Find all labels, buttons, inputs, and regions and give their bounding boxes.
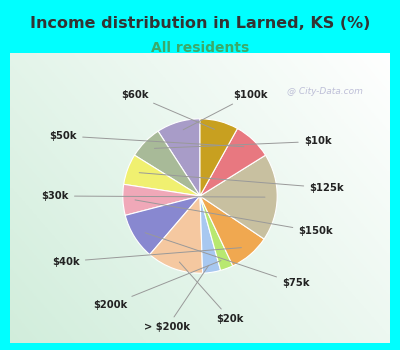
Text: $30k: $30k	[42, 191, 265, 201]
Text: @ City-Data.com: @ City-Data.com	[287, 88, 363, 96]
Text: Income distribution in Larned, KS (%): Income distribution in Larned, KS (%)	[30, 16, 370, 31]
Text: $125k: $125k	[139, 173, 344, 193]
Text: $150k: $150k	[135, 200, 333, 237]
Text: $200k: $200k	[93, 261, 221, 310]
Wedge shape	[123, 184, 200, 215]
Wedge shape	[200, 196, 233, 271]
Text: $10k: $10k	[154, 136, 331, 148]
Wedge shape	[200, 119, 238, 196]
Wedge shape	[150, 196, 203, 273]
Text: $75k: $75k	[145, 233, 310, 288]
Text: All residents: All residents	[151, 41, 249, 55]
Wedge shape	[200, 155, 277, 239]
Text: $40k: $40k	[52, 248, 241, 266]
Text: $20k: $20k	[179, 262, 244, 324]
Text: $60k: $60k	[121, 90, 214, 129]
Wedge shape	[200, 128, 266, 196]
Wedge shape	[200, 196, 264, 266]
Wedge shape	[134, 131, 200, 196]
Text: > $200k: > $200k	[144, 265, 209, 332]
Wedge shape	[124, 155, 200, 196]
Wedge shape	[125, 196, 200, 254]
Wedge shape	[158, 119, 200, 196]
Wedge shape	[200, 196, 221, 273]
Text: $50k: $50k	[50, 131, 244, 147]
Text: $100k: $100k	[183, 90, 267, 130]
